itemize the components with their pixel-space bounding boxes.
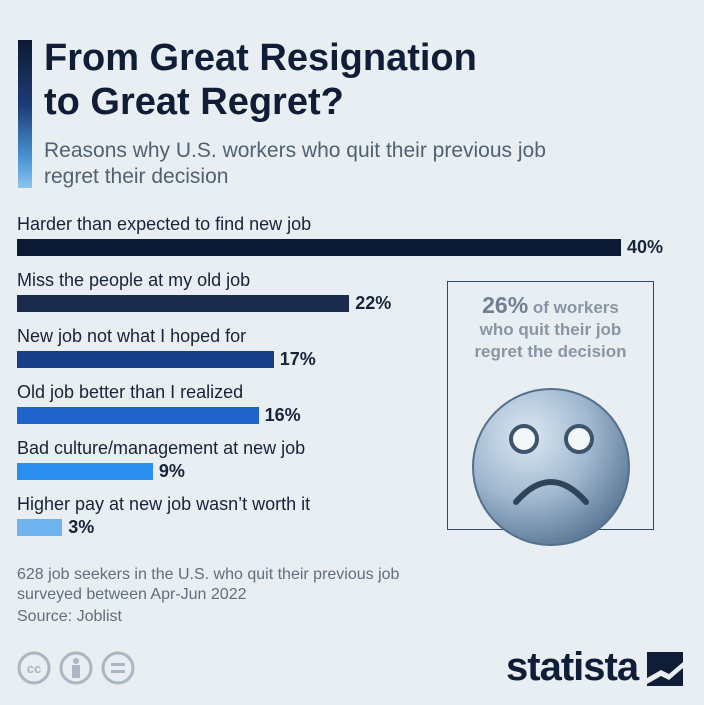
statista-brand[interactable]: statista [506, 645, 639, 689]
bar-label: Higher pay at new job wasn’t worth it [17, 494, 311, 514]
bar-value-label: 3% [68, 517, 95, 537]
survey-footnote: 628 job seekers in the U.S. who quit the… [17, 565, 537, 605]
footnote-line-2: surveyed between Apr-Jun 2022 [17, 586, 247, 603]
callout-line-2: who quit their job [479, 320, 622, 339]
sad-face-icon [472, 388, 630, 546]
title-line-1: From Great Resignation [44, 37, 477, 79]
bar-label: Harder than expected to find new job [17, 214, 312, 234]
page-title: From Great Resignation to Great Regret? [44, 36, 684, 124]
bar [17, 519, 63, 536]
svg-text:cc: cc [27, 661, 41, 676]
bar [17, 463, 153, 480]
bar [17, 239, 621, 256]
bar-label: Old job better than I realized [17, 382, 244, 402]
statista-logo-icon [647, 652, 683, 686]
attribution-icon[interactable] [59, 651, 93, 685]
bar [17, 295, 350, 312]
no-derivatives-icon[interactable] [101, 651, 135, 685]
bar-value-label: 22% [355, 293, 392, 313]
subtitle-line-1: Reasons why U.S. workers who quit their … [44, 139, 546, 162]
page-subtitle: Reasons why U.S. workers who quit their … [44, 138, 684, 190]
bar-value-label: 16% [264, 405, 301, 425]
creative-commons-icon[interactable]: cc [17, 651, 51, 685]
regret-callout-box: 26% of workers who quit their job regret… [447, 281, 654, 546]
callout-text: 26% of workers who quit their job regret… [448, 294, 653, 363]
callout-percent: 26% [482, 292, 529, 318]
bar-label: Miss the people at my old job [17, 270, 251, 290]
bar [17, 351, 274, 368]
source-note: Source: Joblist [17, 608, 122, 625]
bar-value-label: 9% [158, 461, 185, 481]
callout-line-3: regret the decision [474, 342, 627, 361]
title-line-2: to Great Regret? [44, 81, 344, 123]
callout-line-1: of workers [528, 298, 619, 317]
bar-label: New job not what I hoped for [17, 326, 247, 346]
title-accent-bar [18, 40, 32, 188]
subtitle-line-2: regret their decision [44, 165, 229, 188]
bar-value-label: 40% [627, 237, 664, 257]
footnote-line-1: 628 job seekers in the U.S. who quit the… [17, 566, 400, 583]
bar-value-label: 17% [279, 349, 316, 369]
bar-label: Bad culture/management at new job [17, 438, 306, 458]
bar [17, 407, 259, 424]
